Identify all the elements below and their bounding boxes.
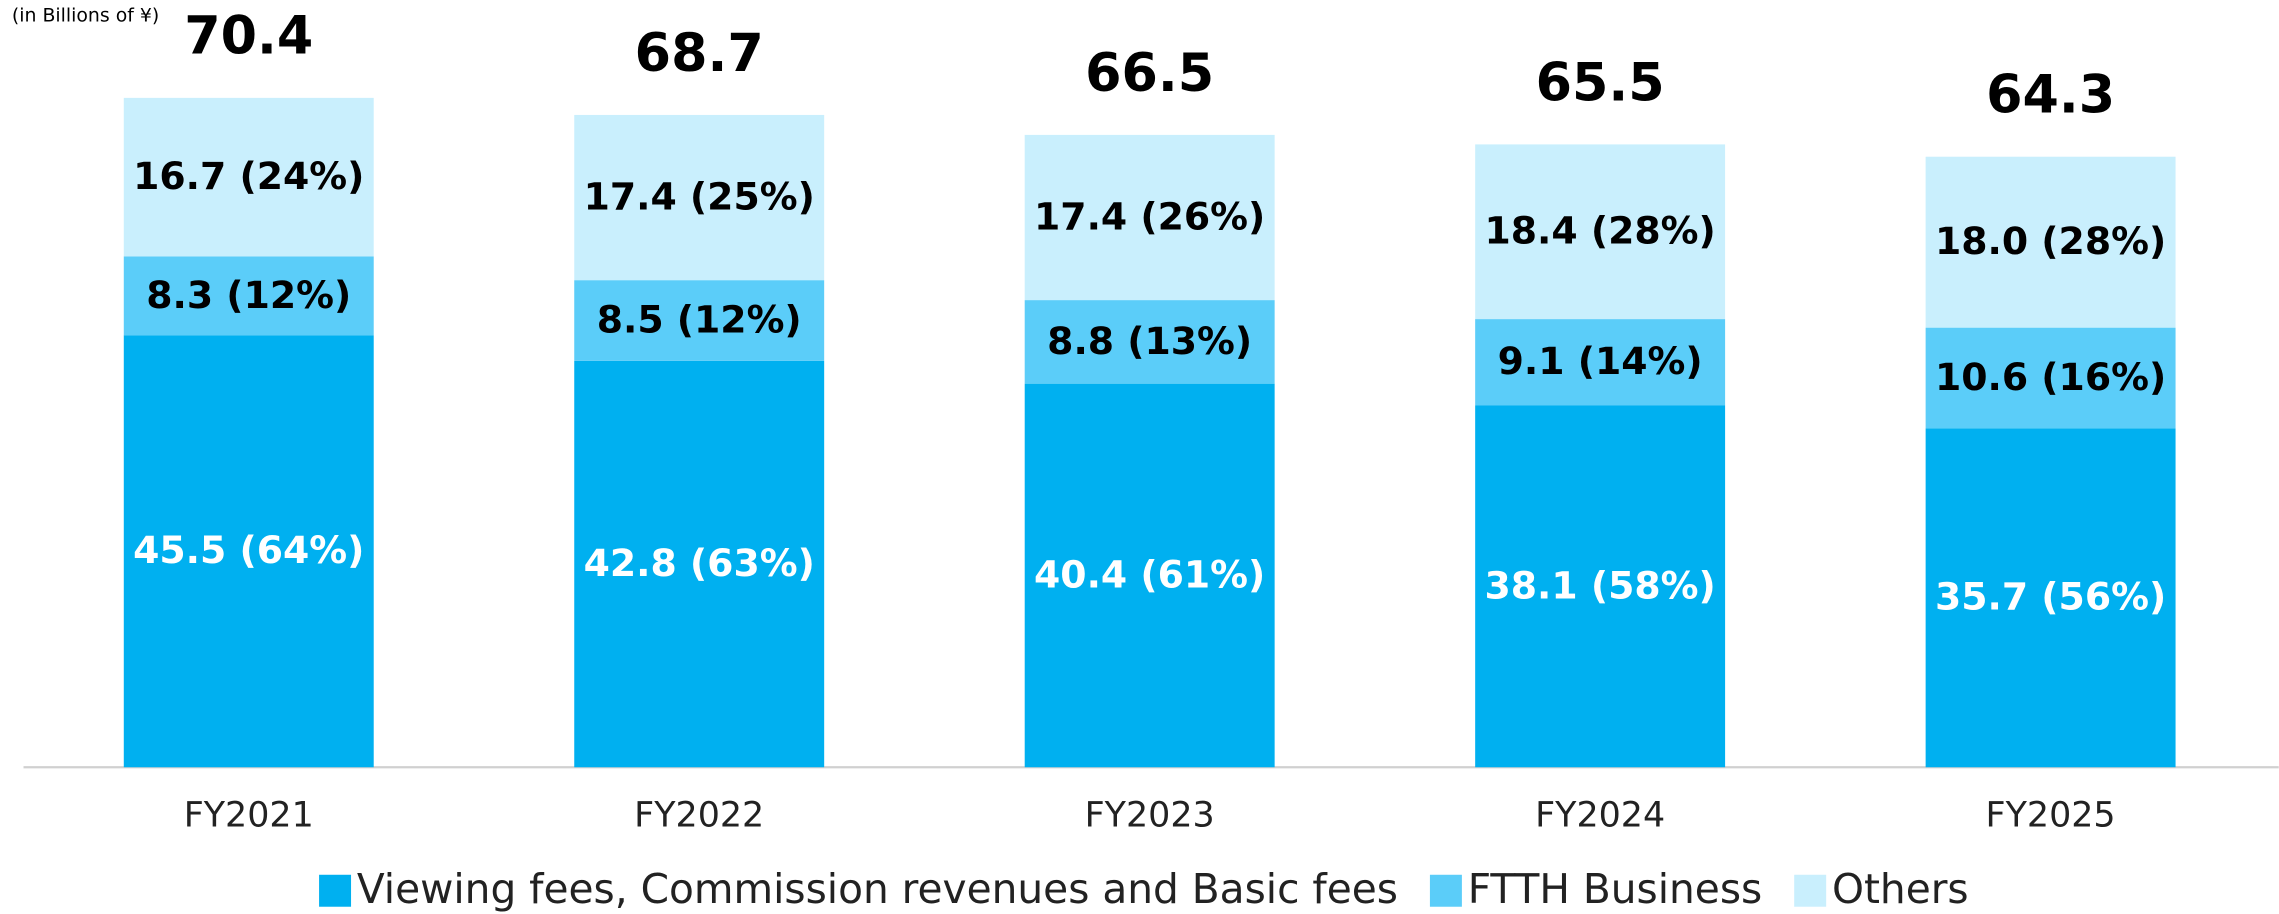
data-label: 18.4 (28%) <box>1485 209 1716 253</box>
legend-label: Viewing fees, Commission revenues and Ba… <box>357 865 1398 913</box>
total-label: 68.7 <box>635 23 764 84</box>
data-label: 8.5 (12%) <box>597 297 802 341</box>
data-label: 8.8 (13%) <box>1047 319 1252 363</box>
legend-swatch <box>319 874 352 907</box>
total-label: 64.3 <box>1986 65 2115 126</box>
bar-segment <box>1475 319 1726 406</box>
data-label: 35.7 (56%) <box>1935 575 2166 619</box>
bar-segment <box>1024 383 1275 768</box>
legend-swatch <box>1794 874 1827 907</box>
data-label: 45.5 (64%) <box>133 528 364 572</box>
bar-segment <box>1475 144 1726 320</box>
data-label: 38.1 (58%) <box>1485 563 1716 607</box>
bar-segment <box>1925 156 2176 328</box>
bar-segment <box>123 256 374 336</box>
total-label: 65.5 <box>1536 52 1665 113</box>
data-label: 10.6 (16%) <box>1935 355 2166 399</box>
legend-label: FTTH Business <box>1468 865 1763 913</box>
total-label: 70.4 <box>184 6 313 67</box>
bar-segment <box>1925 428 2176 768</box>
unit-label: (in Billions of ¥) <box>12 4 159 26</box>
bar-segment <box>1925 327 2176 429</box>
legend: Viewing fees, Commission revenues and Ba… <box>319 865 1969 913</box>
x-tick-label: FY2021 <box>184 796 314 836</box>
bar-segment <box>574 114 825 281</box>
legend-label: Others <box>1832 865 1969 913</box>
bar-segment <box>1475 405 1726 768</box>
total-label: 66.5 <box>1085 43 1214 104</box>
data-label: 40.4 (61%) <box>1034 552 1265 596</box>
data-label: 17.4 (26%) <box>1034 194 1265 238</box>
data-label: 18.0 (28%) <box>1935 219 2166 263</box>
bar-segment <box>123 97 374 257</box>
bar-segment <box>574 280 825 361</box>
bar-segment <box>574 360 825 768</box>
x-tick-label: FY2024 <box>1535 796 1665 836</box>
x-tick-label: FY2023 <box>1085 796 1215 836</box>
x-tick-label: FY2025 <box>1986 796 2116 836</box>
bar-segment <box>1024 134 1275 301</box>
data-label: 8.3 (12%) <box>146 273 351 317</box>
data-label: 17.4 (25%) <box>584 175 815 219</box>
data-label: 9.1 (14%) <box>1498 339 1703 383</box>
x-tick-label: FY2022 <box>634 796 764 836</box>
bar-segment <box>1024 300 1275 384</box>
legend-swatch <box>1429 874 1462 907</box>
bar-segment <box>123 335 374 768</box>
data-label: 42.8 (63%) <box>584 541 815 585</box>
data-label: 16.7 (24%) <box>133 154 364 198</box>
